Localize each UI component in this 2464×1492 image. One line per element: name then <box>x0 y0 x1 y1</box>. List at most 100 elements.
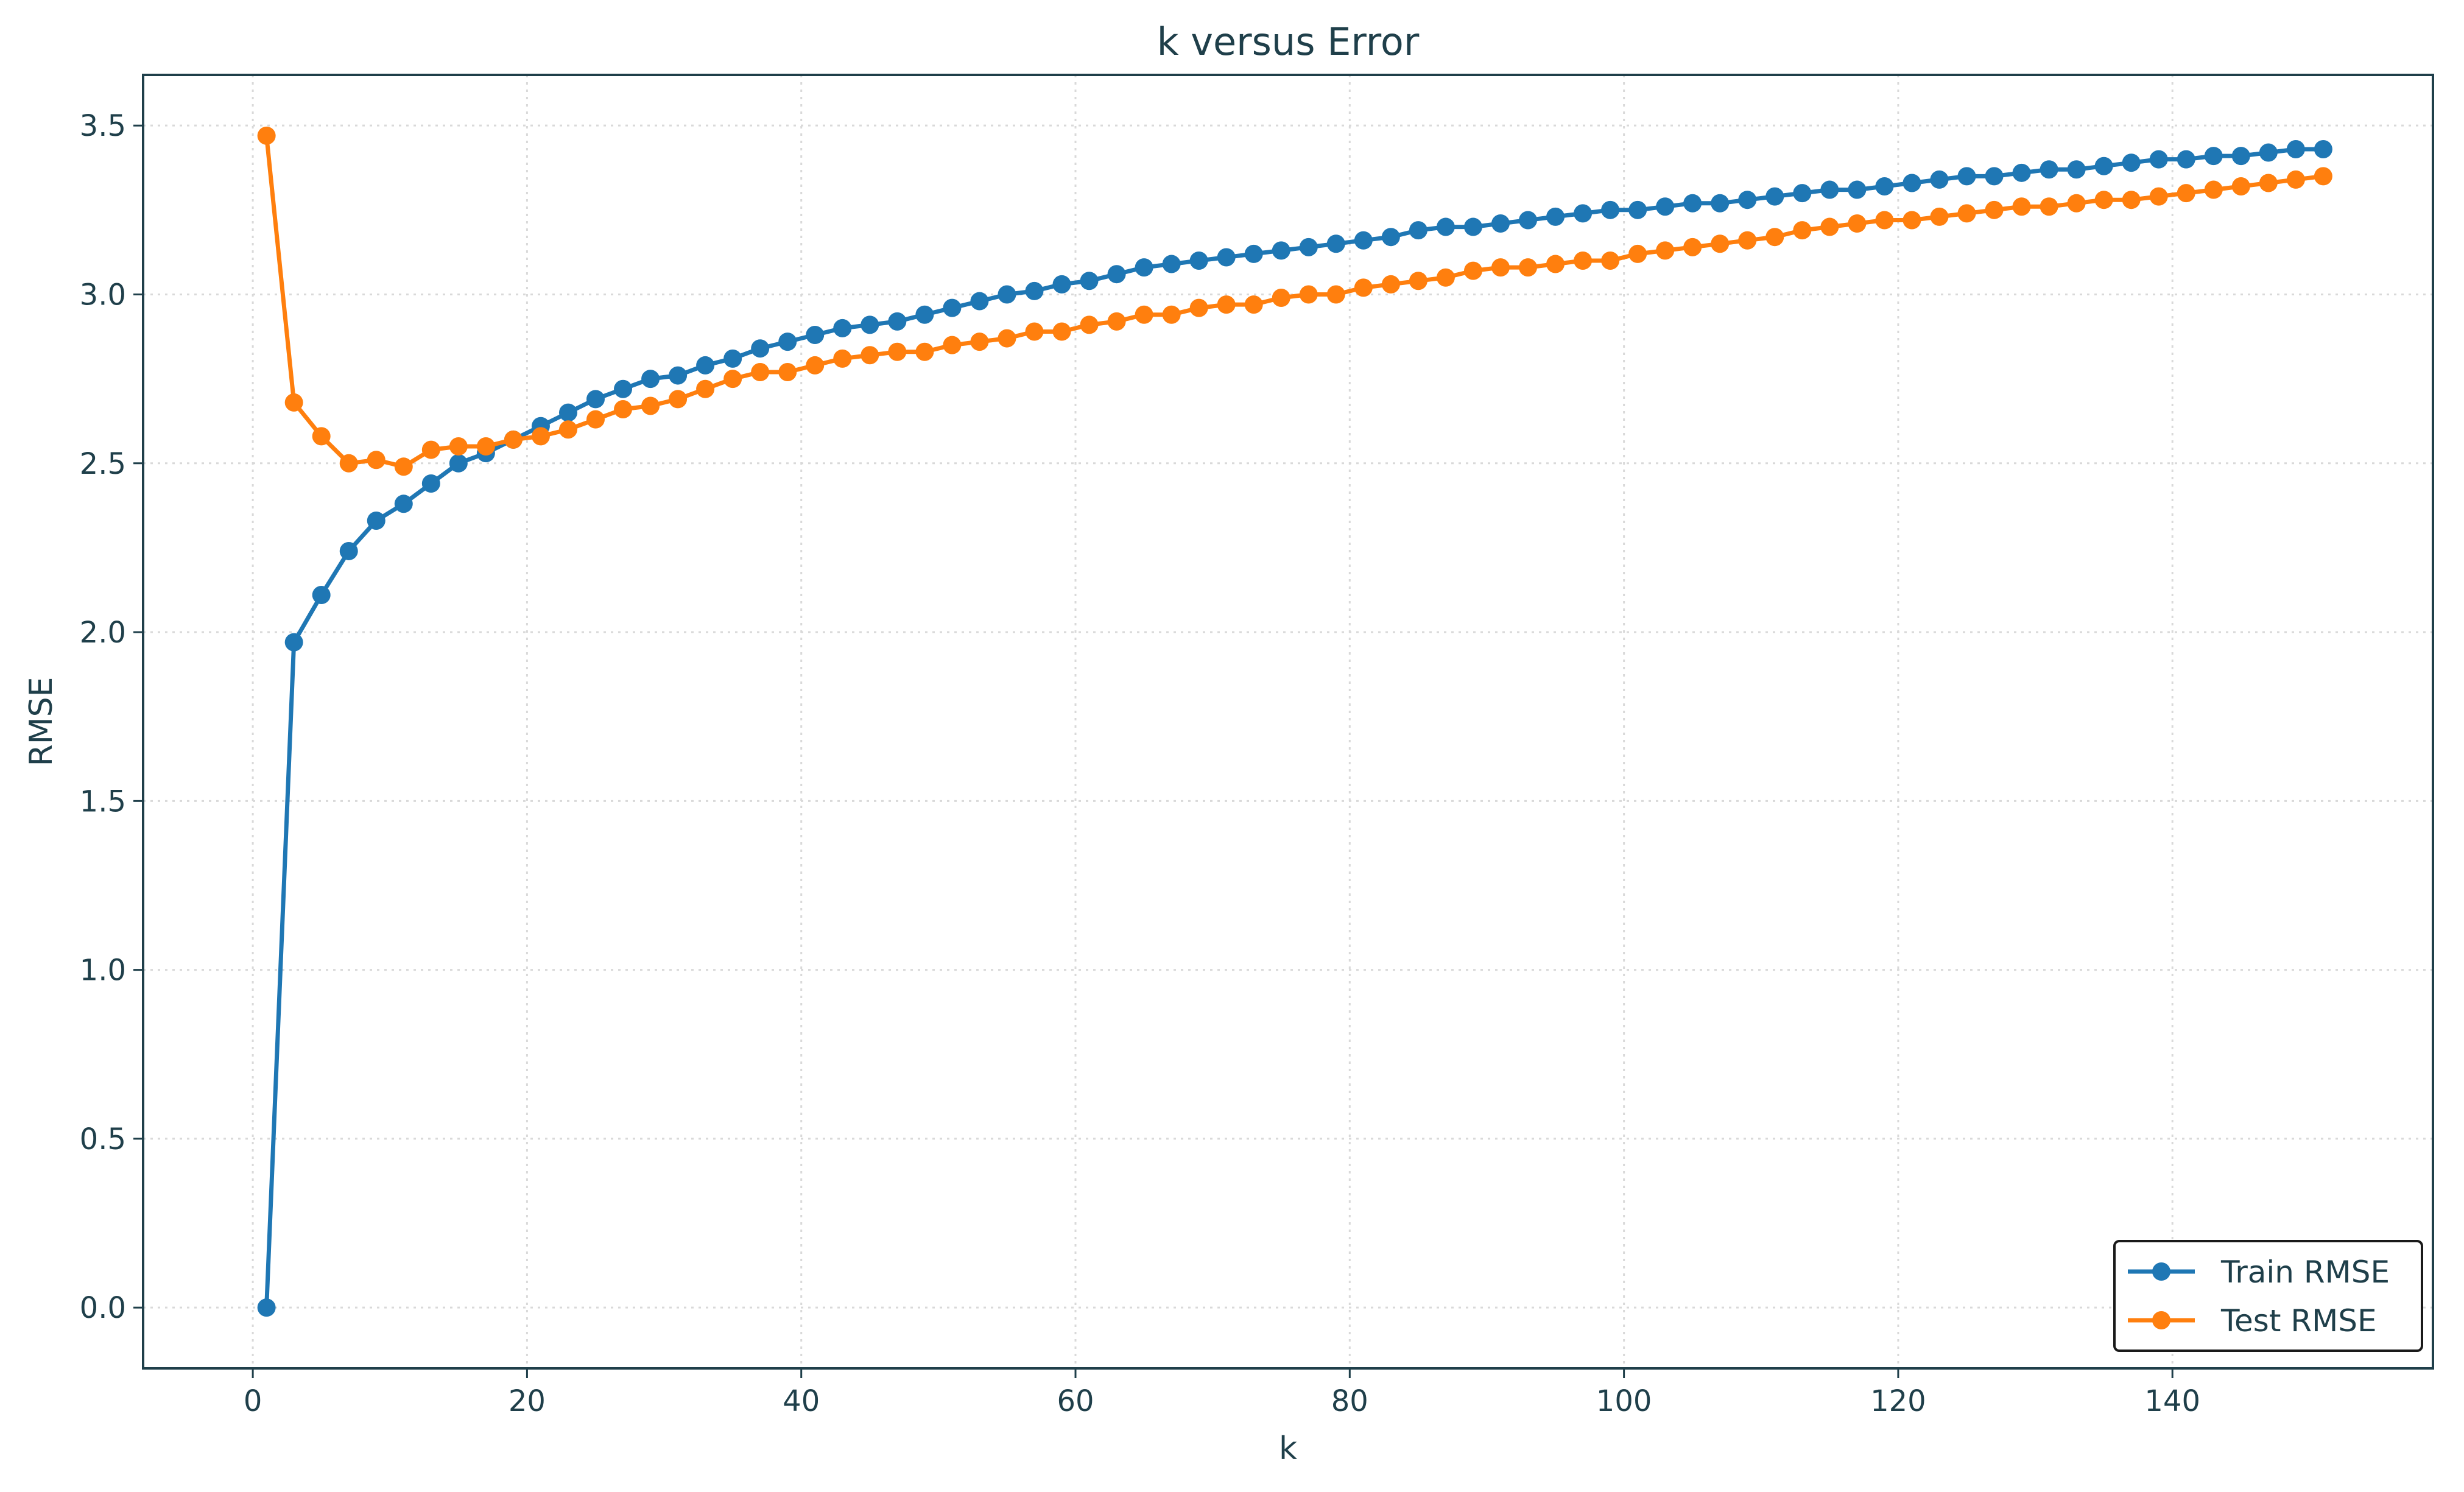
data-point <box>2204 147 2223 166</box>
data-point <box>1738 191 1757 209</box>
data-point <box>421 440 440 459</box>
data-point <box>2231 177 2250 196</box>
data-point <box>1409 221 1427 240</box>
data-point <box>614 379 633 398</box>
x-tick-label: 0 <box>244 1384 262 1418</box>
grid <box>143 75 2433 1368</box>
series-test-rmse <box>257 126 2332 476</box>
data-point <box>1738 231 1757 250</box>
data-point <box>2149 187 2168 206</box>
data-point <box>2094 157 2113 175</box>
data-point <box>1628 200 1647 219</box>
data-point <box>2094 191 2113 209</box>
data-point <box>778 363 797 382</box>
data-point <box>1409 272 1427 290</box>
data-point <box>888 312 907 331</box>
data-point <box>1711 194 1730 213</box>
axis-ticks: 0 20 40 60 80 100 120 140 0.0 0.5 1.0 1.5 2.0 2.5 3.0 3… <box>80 109 2200 1418</box>
data-point <box>2286 140 2305 159</box>
y-axis-label: RMSE <box>23 677 60 767</box>
series-layer <box>257 126 2332 1317</box>
data-point <box>1848 214 1867 233</box>
y-tick-label: 0.5 <box>80 1122 126 1156</box>
data-point <box>1162 305 1181 324</box>
data-point <box>1326 234 1345 253</box>
data-point <box>1793 184 1812 203</box>
data-point <box>1930 207 1949 226</box>
data-point <box>2314 167 2332 186</box>
data-point <box>2314 140 2332 159</box>
legend-label: Train RMSE <box>2220 1254 2390 1290</box>
data-point <box>1656 197 1675 216</box>
data-point <box>1903 174 1921 192</box>
data-point <box>2204 180 2223 199</box>
x-tick-label: 140 <box>2144 1384 2200 1418</box>
data-point <box>586 390 605 409</box>
data-point <box>476 437 495 456</box>
data-point <box>2149 150 2168 169</box>
data-point <box>751 339 770 358</box>
data-point <box>641 370 660 389</box>
y-tick-label: 3.5 <box>80 109 126 143</box>
data-point <box>1765 228 1784 247</box>
data-point <box>1436 268 1455 287</box>
data-point <box>1299 285 1318 304</box>
data-point <box>861 315 879 334</box>
data-point <box>806 326 825 345</box>
data-point <box>915 305 934 324</box>
data-point <box>1025 281 1044 300</box>
data-point <box>1381 228 1400 247</box>
data-point <box>531 427 550 446</box>
x-tick-label: 40 <box>783 1384 820 1418</box>
data-point <box>1052 275 1071 294</box>
data-point <box>1135 305 1153 324</box>
data-point <box>2286 170 2305 189</box>
data-point <box>1546 207 1565 226</box>
data-point <box>1793 221 1812 240</box>
data-point <box>2231 147 2250 166</box>
data-point <box>1189 298 1208 317</box>
data-point <box>723 349 742 368</box>
data-point <box>806 356 825 375</box>
data-point <box>1875 177 1894 196</box>
data-point <box>284 393 303 412</box>
data-point <box>504 430 523 449</box>
data-point <box>1820 217 1839 236</box>
data-point <box>1957 167 1976 186</box>
data-point <box>1217 248 1236 267</box>
data-point <box>1957 204 1976 223</box>
data-point <box>1080 272 1099 290</box>
x-tick-label: 120 <box>1870 1384 1926 1418</box>
data-point <box>2177 150 2195 169</box>
data-point <box>421 474 440 493</box>
data-point <box>558 420 577 439</box>
data-point <box>888 342 907 361</box>
data-point <box>1354 278 1373 297</box>
y-tick-label: 0.0 <box>80 1291 126 1325</box>
data-point <box>2067 194 2086 213</box>
data-point <box>312 586 331 605</box>
legend: Train RMSE Test RMSE <box>2113 1240 2423 1352</box>
y-tick-label: 1.5 <box>80 784 126 818</box>
data-point <box>1930 170 1949 189</box>
data-point <box>2012 197 2031 216</box>
data-point <box>1491 214 1510 233</box>
chart-title: k versus Error <box>1157 19 1420 64</box>
data-point <box>367 451 385 470</box>
data-point <box>1463 217 1482 236</box>
data-point <box>1107 265 1126 284</box>
x-tick-label: 80 <box>1331 1384 1368 1418</box>
data-point <box>1683 238 1702 256</box>
data-point <box>1272 289 1290 308</box>
data-point <box>558 403 577 422</box>
data-point <box>943 336 962 354</box>
x-tick-label: 100 <box>1596 1384 1652 1418</box>
legend-marker <box>2152 1262 2170 1281</box>
data-point <box>833 318 852 337</box>
data-point <box>1189 252 1208 270</box>
data-point <box>723 370 742 389</box>
legend-item: Test RMSE <box>2128 1303 2377 1339</box>
data-point <box>696 356 715 375</box>
data-point <box>1244 244 1263 263</box>
data-point <box>1272 241 1290 260</box>
